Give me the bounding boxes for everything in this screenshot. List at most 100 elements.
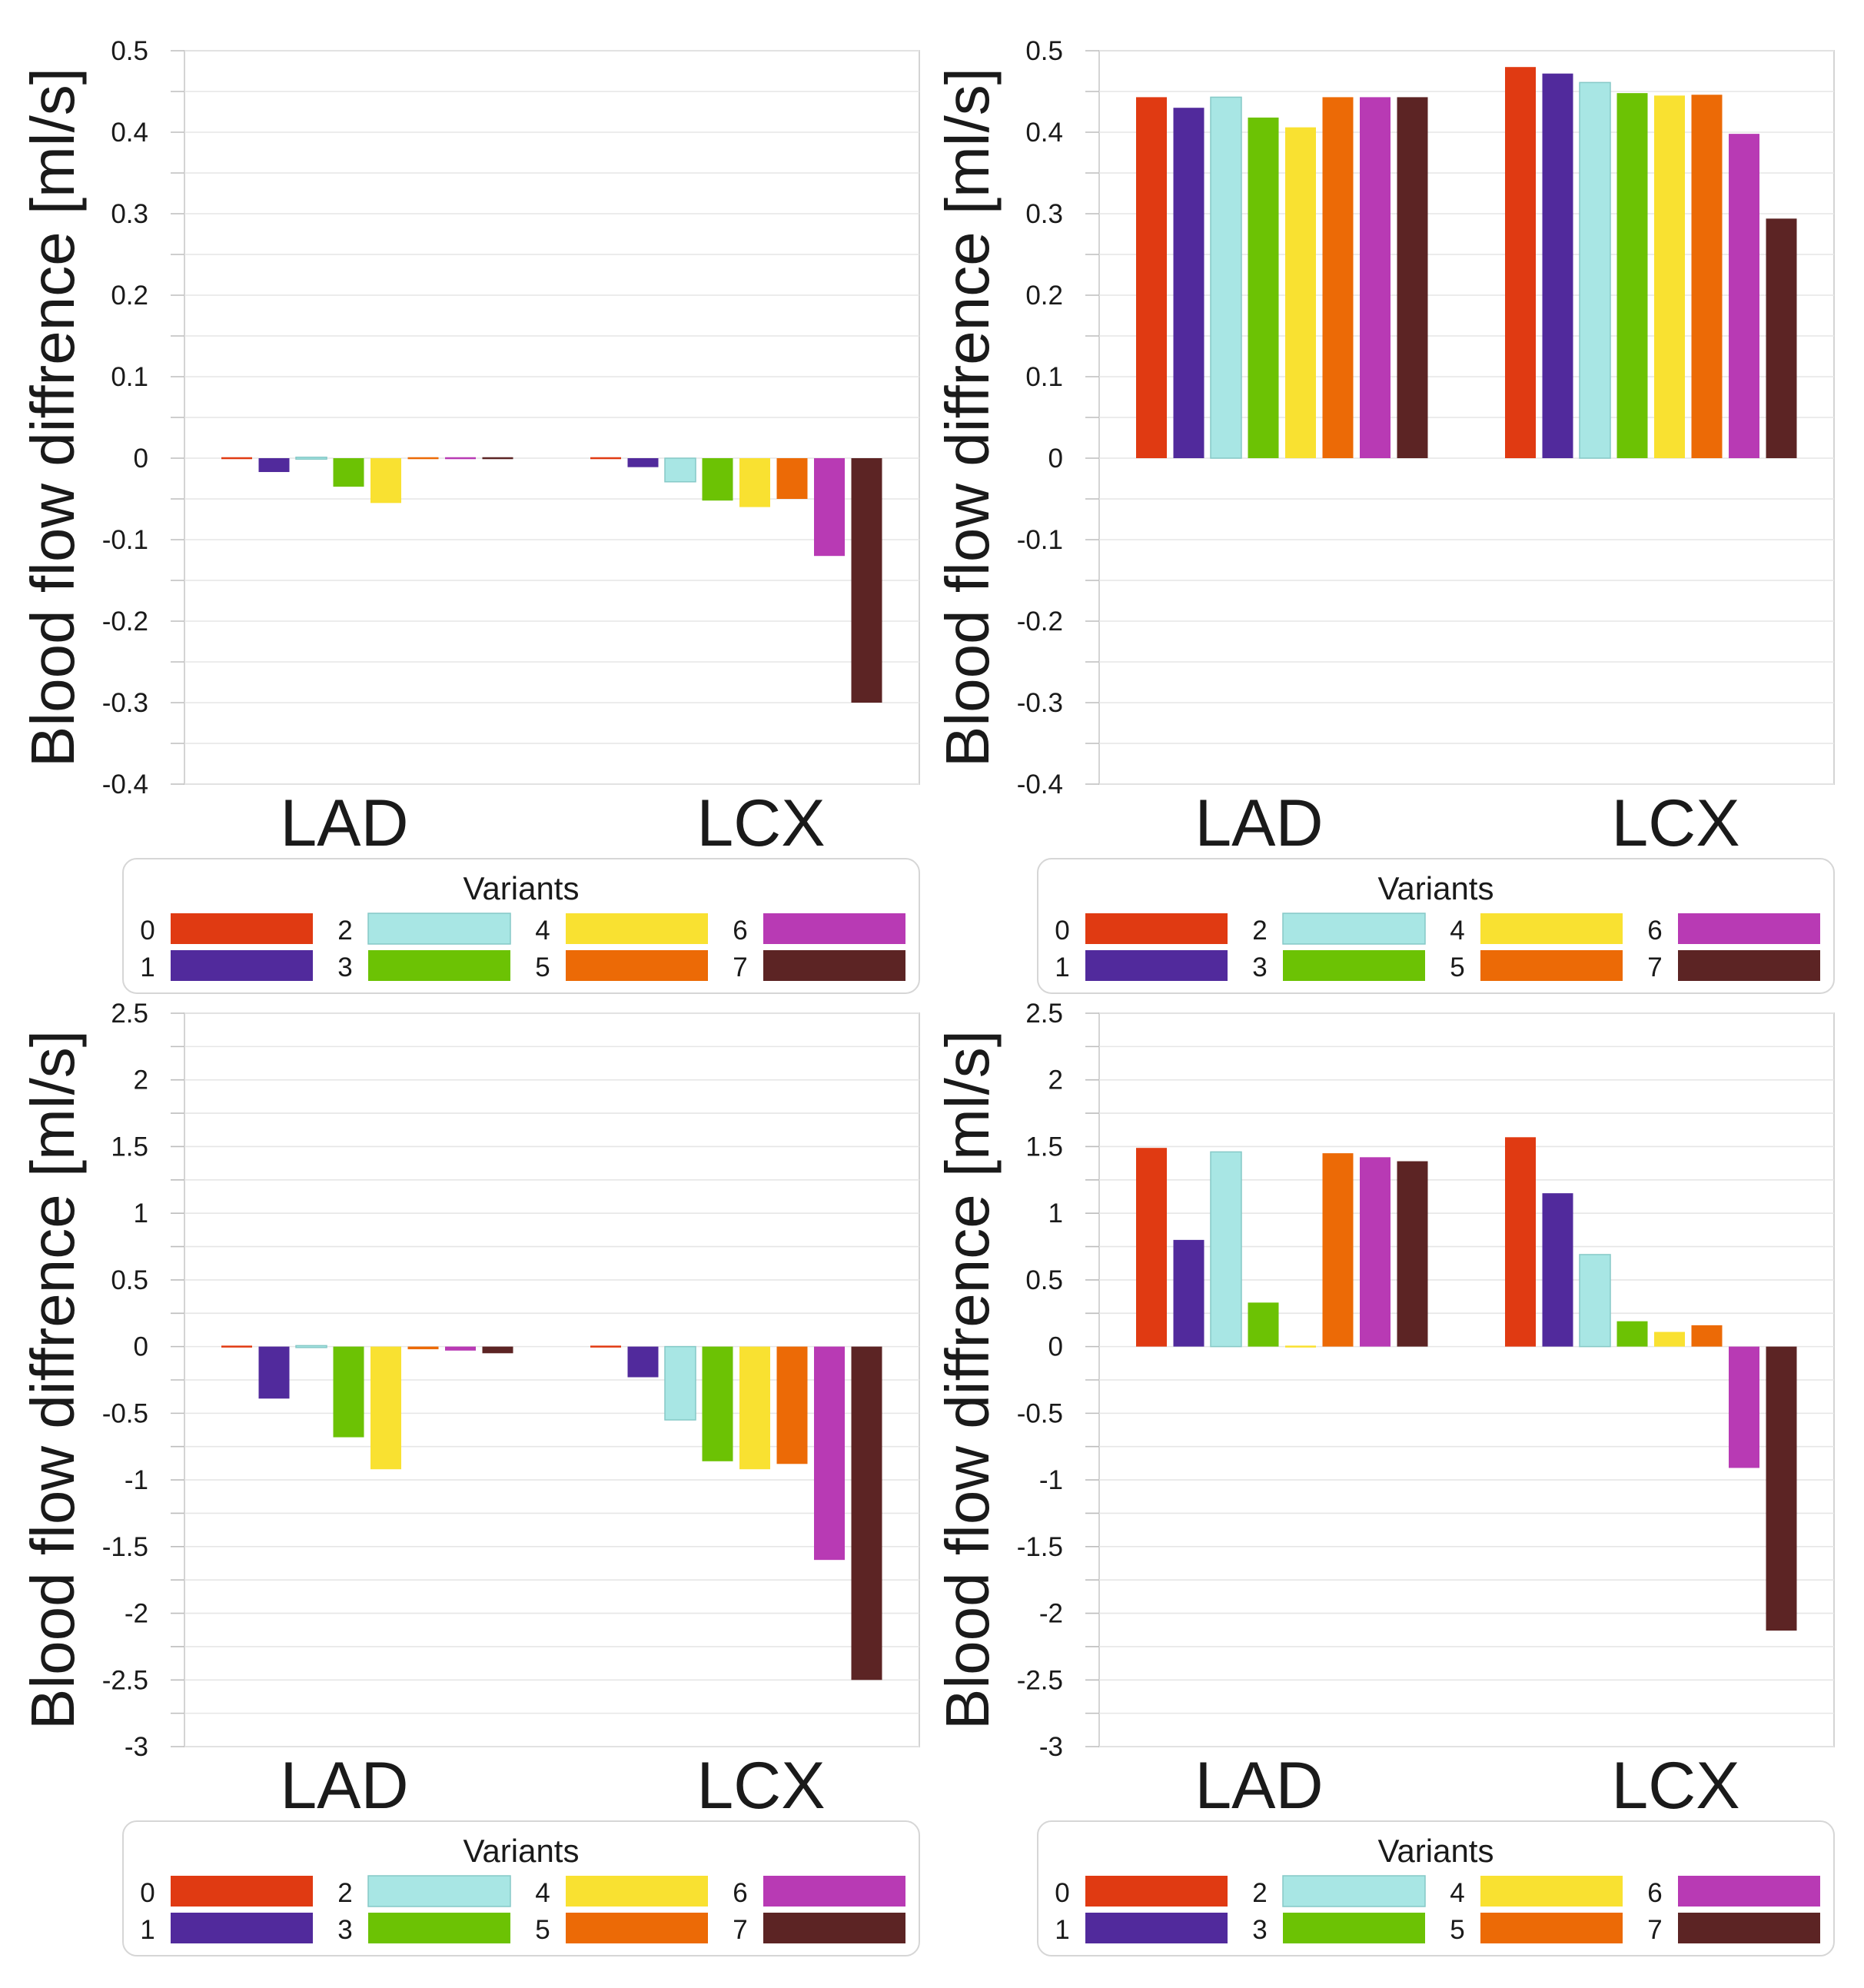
bar-lad-variant-0 — [1136, 97, 1167, 459]
y-tick-label: 2 — [134, 1065, 148, 1095]
y-tick-label: -1 — [125, 1465, 148, 1495]
legend-label-7: 7 — [1647, 952, 1662, 982]
legend-swatch-5 — [566, 950, 708, 981]
legend-swatch-2 — [1282, 913, 1426, 945]
legend-swatch-0 — [1085, 1876, 1228, 1907]
legend-label-1: 1 — [1055, 1915, 1069, 1945]
y-tick-label: -3 — [1039, 1732, 1063, 1762]
legend-label-3: 3 — [337, 1915, 352, 1945]
y-tick-label: 0.3 — [111, 199, 148, 229]
bar-lcx-variant-5 — [1691, 95, 1723, 459]
bar-lcx-variant-4 — [739, 458, 770, 507]
bar-lad-variant-2 — [1210, 96, 1242, 459]
y-axis-title: Blood flow diffrence [ml/s] — [18, 68, 87, 767]
legend-swatch-0 — [1085, 913, 1228, 944]
y-tick-label: -2 — [1039, 1599, 1063, 1629]
bar-lcx-variant-4 — [1654, 95, 1685, 459]
y-tick-label: -0.4 — [1017, 770, 1063, 800]
legend: Variants 0 1 2 3 4 5 6 7 — [1037, 858, 1835, 994]
bar-lcx-variant-1 — [627, 1346, 659, 1378]
legend-swatch-5 — [566, 1913, 708, 1943]
legend-swatch-4 — [1480, 913, 1623, 944]
legend-label-4: 4 — [1450, 916, 1464, 946]
legend-swatch-3 — [1283, 1913, 1425, 1943]
y-tick-label: 1.5 — [111, 1132, 148, 1162]
legend-label-1: 1 — [1055, 952, 1069, 982]
legend-swatch-5 — [1480, 950, 1623, 981]
legend-label-2: 2 — [337, 1878, 352, 1908]
bar-lad-variant-7 — [482, 1346, 513, 1354]
bar-lad-variant-1 — [1173, 108, 1204, 458]
legend-swatch-0 — [171, 1876, 313, 1907]
legend-swatch-7 — [763, 1913, 905, 1943]
chart-panel-3: 2.5 2 1.5 1 0.5 0 -0.5 -1 -1.5 -2 -2.5 -3 Blood flow… — [18, 999, 920, 1956]
legend-title: Variants — [464, 870, 580, 906]
legend-label-5: 5 — [535, 952, 550, 982]
legend-title: Variants — [1378, 1833, 1494, 1869]
y-tick-label: 1 — [1048, 1198, 1063, 1228]
x-category-lcx: LCX — [696, 786, 825, 860]
chart-panel-1: 0.5 0.4 0.3 0.2 0.1 0 -0.1 -0.2 -0.3 -0.4 Blood fl… — [18, 36, 920, 994]
bar-lcx-variant-7 — [1766, 1346, 1797, 1631]
x-category-lad: LAD — [1194, 1749, 1323, 1823]
y-tick-label: 2.5 — [1025, 999, 1063, 1029]
bar-lcx-variant-2 — [664, 1345, 696, 1421]
legend-label-6: 6 — [733, 1878, 747, 1908]
bar-lcx-variant-2 — [1579, 1254, 1611, 1348]
legend-label-5: 5 — [535, 1915, 550, 1945]
bar-lad-variant-1 — [258, 458, 290, 473]
legend-label-7: 7 — [733, 1915, 747, 1945]
y-tick-label: 0.4 — [1025, 118, 1063, 148]
legend-label-6: 6 — [733, 916, 747, 946]
bar-lcx-variant-3 — [1616, 93, 1648, 459]
legend-box — [1037, 858, 1835, 994]
bar-lad-variant-7 — [1397, 1161, 1428, 1347]
legend-swatch-1 — [1085, 1913, 1228, 1943]
legend-label-3: 3 — [1252, 1915, 1267, 1945]
bar-lad-variant-4 — [370, 458, 401, 504]
legend-label-7: 7 — [1647, 1915, 1662, 1945]
bar-lad-variant-2 — [295, 457, 327, 460]
y-tick-label: -0.3 — [102, 688, 148, 718]
bar-lcx-variant-4 — [739, 1346, 770, 1470]
bar-lad-variant-3 — [1248, 1302, 1279, 1347]
legend-label-0: 0 — [1055, 1878, 1069, 1908]
legend-swatch-6 — [763, 1876, 905, 1907]
y-axis-title: Blood flow diffrence [ml/s] — [933, 1030, 1002, 1730]
legend-swatch-2 — [1282, 1875, 1426, 1907]
y-tick-label: -0.5 — [1017, 1398, 1063, 1428]
legend-label-2: 2 — [337, 916, 352, 946]
y-tick-label: -0.3 — [1017, 688, 1063, 718]
bar-lcx-variant-2 — [1579, 81, 1611, 459]
y-tick-label: 0.5 — [111, 36, 148, 66]
bar-lcx-variant-7 — [851, 1346, 882, 1680]
y-tick-label: -3 — [125, 1732, 148, 1762]
bar-lcx-variant-4 — [1654, 1331, 1685, 1347]
y-tick-label: 0 — [134, 1332, 148, 1362]
y-tick-label: 0.4 — [111, 118, 148, 148]
bar-lad-variant-2 — [295, 1345, 327, 1348]
bar-lcx-variant-0 — [1505, 67, 1536, 458]
bar-lcx-variant-5 — [1691, 1325, 1723, 1347]
y-tick-label: -1 — [1039, 1465, 1063, 1495]
bar-lcx-variant-6 — [814, 1346, 845, 1561]
legend-swatch-3 — [368, 950, 510, 981]
bar-lad-variant-7 — [1397, 97, 1428, 459]
x-category-lcx: LCX — [1611, 786, 1739, 860]
legend: Variants 0 1 2 3 4 5 6 7 — [122, 858, 920, 994]
bar-lad-variant-0 — [1136, 1148, 1167, 1347]
bar-lcx-variant-3 — [702, 1346, 733, 1461]
legend-swatch-6 — [1678, 913, 1820, 944]
y-tick-label: 0.1 — [111, 362, 148, 392]
legend-swatch-1 — [1085, 950, 1228, 981]
bar-lcx-variant-6 — [1729, 134, 1759, 458]
bar-lad-variant-6 — [445, 1346, 476, 1351]
y-tick-label: -0.2 — [102, 607, 148, 637]
bar-lad-variant-1 — [258, 1346, 290, 1399]
y-tick-label: 1.5 — [1025, 1132, 1063, 1162]
bar-lad-variant-6 — [445, 457, 476, 460]
y-tick-label: 0.5 — [1025, 36, 1063, 66]
bar-lcx-variant-3 — [1616, 1321, 1648, 1347]
legend-label-3: 3 — [1252, 952, 1267, 982]
